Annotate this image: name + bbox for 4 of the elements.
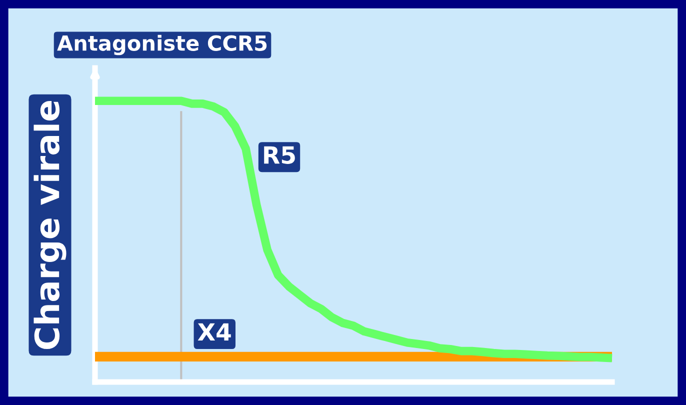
series-label: R5 [264, 146, 295, 164]
series-label: X4 [198, 323, 231, 341]
chart-title: Antagoniste CCR5 [57, 34, 267, 56]
y-axis-title: Charge virale [34, 100, 66, 349]
